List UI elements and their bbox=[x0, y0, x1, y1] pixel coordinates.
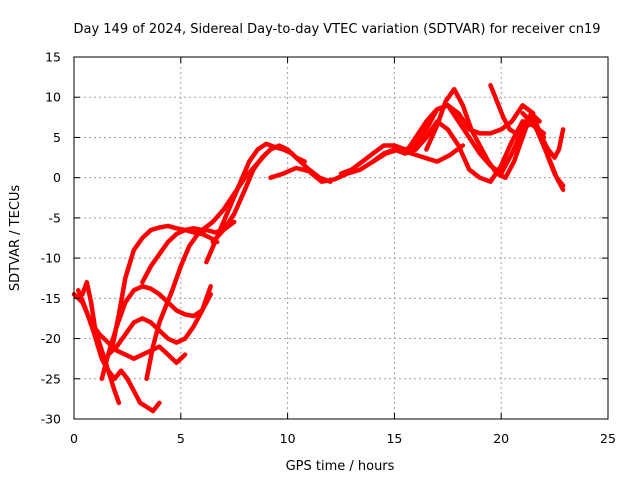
y-tick-label: -20 bbox=[41, 331, 61, 346]
x-tick-label: 5 bbox=[177, 431, 185, 446]
x-tick-label: 25 bbox=[600, 431, 616, 446]
series-line-prn-j bbox=[210, 143, 307, 245]
y-tick-label: -30 bbox=[41, 412, 61, 427]
plot-frame bbox=[73, 56, 609, 420]
series-line-prn-c bbox=[80, 279, 122, 406]
axis-ticks: 0 5 10 15 20 25 -30 -25 -20 -15 -10 -5 0 5 10 15 bbox=[41, 50, 616, 447]
y-axis-label: SDTVAR / TECUs bbox=[8, 185, 23, 292]
series-line-prn-o bbox=[424, 86, 542, 180]
x-tick-label: 10 bbox=[280, 431, 296, 446]
y-tick-label: -5 bbox=[49, 210, 61, 225]
y-tick-label: 10 bbox=[45, 90, 61, 105]
series-line-prn-q bbox=[520, 111, 566, 160]
y-tick-label: -10 bbox=[41, 251, 61, 266]
x-tick-label: 0 bbox=[70, 431, 78, 446]
y-tick-label: 15 bbox=[45, 50, 61, 65]
series-group bbox=[71, 82, 566, 414]
series-line-prn-k bbox=[268, 143, 466, 184]
chart-title: Day 149 of 2024, Sidereal Day-to-day VTE… bbox=[73, 22, 600, 37]
x-tick-label: 15 bbox=[386, 431, 402, 446]
y-tick-label: -25 bbox=[41, 371, 61, 386]
x-tick-label: 20 bbox=[493, 431, 509, 446]
x-axis-label: GPS time / hours bbox=[286, 459, 395, 474]
y-tick-label: 0 bbox=[53, 170, 61, 185]
series-line-prn-r bbox=[530, 119, 566, 188]
series-line-prn-i bbox=[204, 141, 333, 265]
series-line-prn-n bbox=[402, 103, 547, 176]
y-tick-label: 5 bbox=[53, 130, 61, 145]
y-tick-label: -15 bbox=[41, 291, 61, 306]
series-line-prn-g bbox=[144, 219, 237, 382]
